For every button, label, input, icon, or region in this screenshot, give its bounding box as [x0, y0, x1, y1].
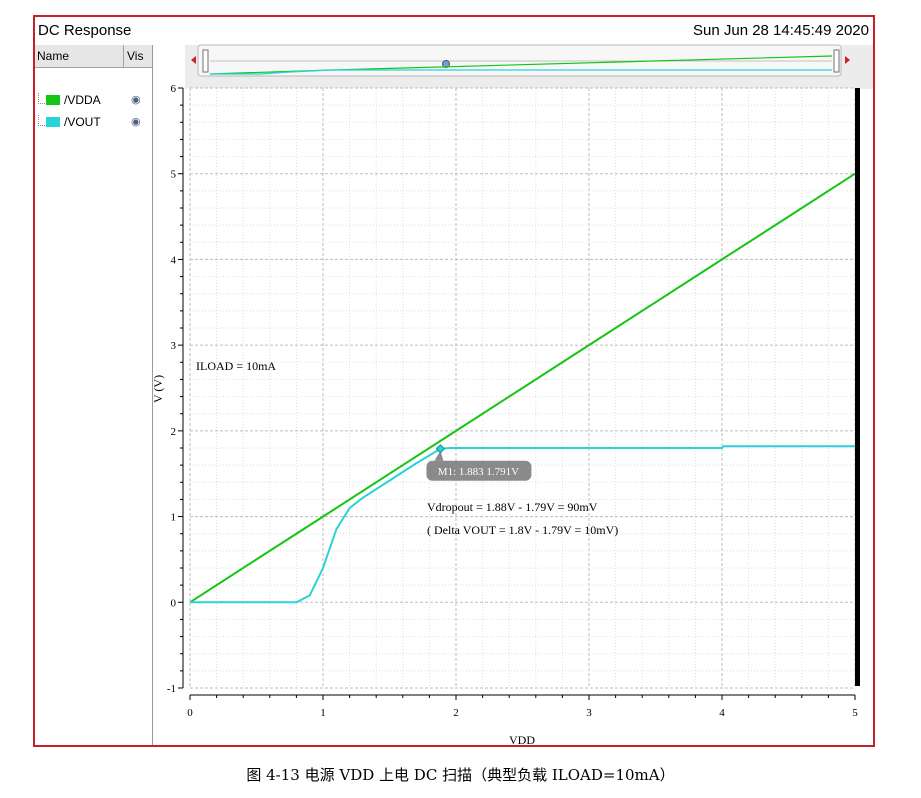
tree-connector	[38, 93, 47, 104]
axes: -1 0 1 2 3 4 5 6 0 1 2 3 4 5	[167, 83, 858, 719]
series-line-vdda	[189, 172, 856, 604]
y-tick-label: 1	[171, 512, 177, 524]
x-tick-label: 4	[719, 707, 725, 719]
x-tick-label: 0	[187, 707, 193, 719]
timestamp: Sun Jun 28 14:45:49 2020	[693, 22, 869, 39]
eye-icon[interactable]: ◉	[131, 116, 141, 128]
overview-thumb[interactable]	[442, 60, 450, 68]
overview-vout-trace	[210, 69, 832, 75]
x-tick-label: 2	[453, 707, 459, 719]
scroll-right-arrow-icon[interactable]	[845, 56, 850, 64]
window-title: DC Response	[38, 22, 132, 39]
marker-pointer	[434, 450, 444, 461]
y-axis-label: V (V)	[151, 375, 165, 403]
marker-label-box	[426, 460, 532, 481]
y-tick-label: 3	[171, 340, 177, 352]
sweep-end-bar	[855, 88, 860, 686]
annotation-vdropout: Vdropout = 1.88V - 1.79V = 90mV	[427, 500, 598, 514]
x-tick-label: 5	[852, 707, 858, 719]
marker-point	[435, 444, 446, 454]
signal-panel: Name Vis /VDDA ◉ /VOUT ◉	[35, 45, 153, 745]
traces	[189, 172, 856, 604]
scroll-left-arrow-icon[interactable]	[191, 56, 196, 64]
annotation-iload: ILOAD = 10mA	[196, 359, 276, 373]
legend-label: /VOUT	[64, 115, 101, 129]
overview-strip[interactable]	[191, 44, 850, 77]
overview-left-handle[interactable]	[202, 49, 209, 73]
y-tick-label: 6	[171, 83, 177, 95]
vout-color-swatch	[46, 117, 60, 127]
plot-area[interactable]: -1 0 1 2 3 4 5 6 0 1 2 3 4 5 M1: 1.883 1.791V	[167, 83, 860, 719]
grid	[189, 87, 856, 689]
plot-background	[187, 88, 858, 694]
eye-icon[interactable]: ◉	[131, 94, 141, 106]
y-tick-label: 2	[171, 426, 177, 438]
y-tick-label: -1	[167, 683, 176, 695]
x-tick-label: 3	[586, 707, 592, 719]
vdda-color-swatch	[46, 95, 60, 105]
signal-panel-header: Name Vis	[35, 45, 152, 68]
tree-connector	[38, 115, 47, 126]
annotation-delta-vout: ( Delta VOUT = 1.8V - 1.79V = 10mV)	[427, 523, 618, 537]
x-axis-label: VDD	[509, 733, 535, 747]
figure-caption: 图 4-13 电源 VDD 上电 DC 扫描（典型负载 ILOAD=10mA）	[246, 766, 675, 784]
x-tick-label: 1	[320, 707, 326, 719]
column-header-vis[interactable]: Vis	[123, 45, 143, 67]
marker-m1[interactable]: M1: 1.883 1.791V	[426, 444, 532, 481]
column-header-name[interactable]: Name	[37, 49, 70, 63]
legend-label: /VDDA	[64, 93, 101, 107]
y-tick-label: 0	[171, 597, 177, 609]
series-line-vout	[190, 445, 855, 604]
marker-label: M1: 1.883 1.791V	[438, 466, 519, 478]
y-tick-label: 5	[171, 169, 177, 181]
overview-right-handle[interactable]	[833, 49, 840, 73]
y-tick-label: 4	[171, 254, 177, 266]
